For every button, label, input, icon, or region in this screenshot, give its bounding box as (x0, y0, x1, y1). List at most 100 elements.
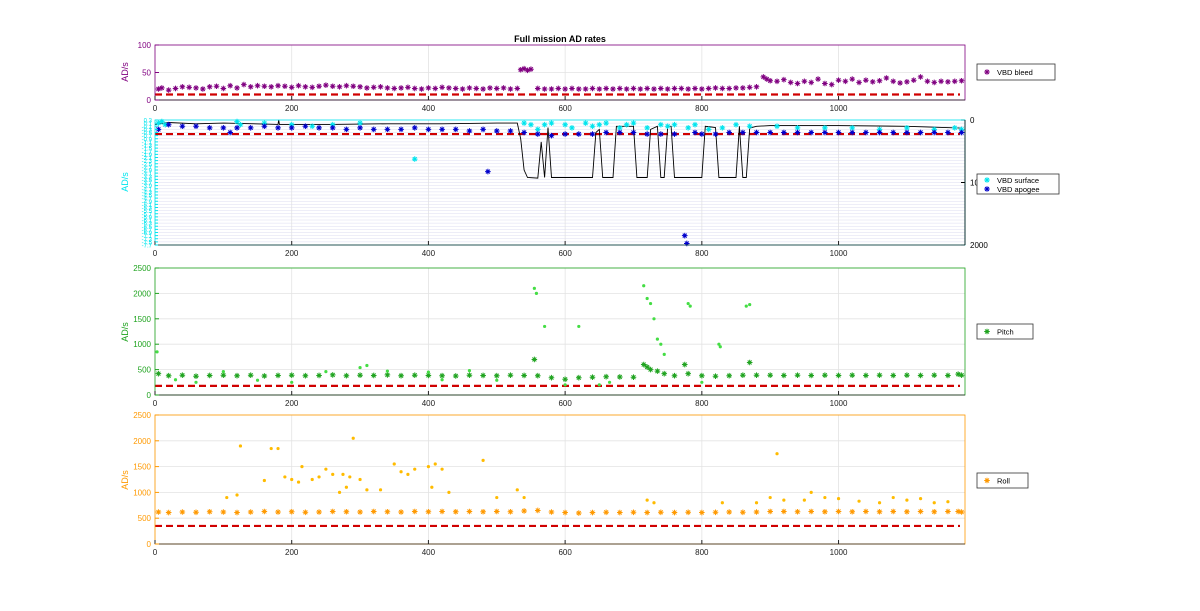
data-point (206, 84, 213, 90)
data-point (165, 372, 172, 379)
data-point (480, 126, 486, 133)
data-point (548, 120, 555, 126)
data-point (718, 345, 722, 349)
data-point (480, 508, 486, 515)
data-point (528, 121, 534, 128)
data-point (767, 129, 773, 136)
data-point (932, 501, 936, 505)
y-tick-label: 0 (147, 540, 152, 549)
data-point (809, 490, 813, 494)
data-point (699, 372, 705, 379)
data-point (904, 79, 910, 85)
data-point (958, 126, 965, 133)
data-point (753, 372, 760, 378)
data-point (155, 86, 162, 92)
x-tick-label: 0 (153, 104, 158, 113)
data-point (685, 86, 691, 92)
data-point (589, 131, 596, 137)
data-point (823, 495, 827, 500)
data-point (835, 129, 842, 136)
data-point (712, 85, 719, 91)
data-point (630, 129, 637, 136)
x-tick-label: 800 (695, 249, 709, 258)
data-point (692, 129, 698, 136)
data-point (234, 125, 240, 131)
data-point (522, 495, 526, 500)
data-point (392, 462, 396, 466)
data-point (155, 126, 162, 133)
data-point (753, 129, 760, 136)
data-point (370, 126, 377, 133)
data-point (370, 508, 377, 515)
data-point (186, 84, 192, 91)
data-point (227, 82, 233, 89)
data-point (775, 452, 779, 456)
y-tick-label: -0.1 (142, 125, 153, 131)
data-point (411, 156, 418, 162)
data-point (268, 84, 275, 90)
plot-area (155, 268, 965, 395)
data-point (603, 509, 609, 516)
y-tick-label: -1.1 (142, 140, 153, 146)
data-point (288, 125, 295, 131)
right-tick-label: 2000 (970, 241, 988, 250)
data-point (247, 84, 254, 90)
data-point (740, 372, 746, 378)
data-point (562, 131, 568, 137)
y-tick-label: -4.5 (142, 194, 153, 200)
data-point (220, 85, 227, 92)
data-point (645, 498, 649, 502)
data-point (425, 372, 432, 379)
data-point (630, 120, 637, 126)
data-point (261, 83, 268, 90)
data-point (652, 501, 656, 505)
data-point (531, 356, 538, 363)
data-point (931, 372, 938, 378)
data-point (951, 78, 958, 85)
y-tick-label: -2.3 (142, 159, 153, 165)
data-point (569, 125, 575, 131)
data-point (607, 380, 612, 384)
data-point (828, 81, 835, 88)
data-point (275, 509, 281, 515)
data-point (746, 123, 753, 130)
data-point (295, 82, 302, 89)
y-tick-label: -3.3 (142, 175, 153, 181)
data-point (433, 462, 437, 466)
data-point (276, 446, 280, 451)
data-point (495, 495, 499, 500)
data-point (283, 475, 287, 479)
data-point (310, 477, 314, 482)
data-point (466, 372, 473, 378)
data-point (748, 302, 752, 307)
data-point (162, 121, 169, 128)
data-point (951, 125, 958, 131)
data-point (316, 509, 322, 515)
data-point (275, 82, 281, 89)
y-tick-label: -2.5 (142, 162, 153, 168)
data-point (473, 85, 480, 92)
data-point (378, 488, 383, 492)
data-point (515, 488, 519, 492)
data-point (617, 374, 623, 380)
data-point (532, 286, 536, 290)
data-point (946, 500, 950, 504)
data-point (835, 508, 842, 515)
data-point (753, 84, 760, 90)
data-point (487, 85, 493, 91)
data-point (302, 372, 309, 379)
data-point (647, 366, 654, 373)
data-point (712, 131, 719, 137)
data-point (842, 78, 849, 85)
data-point (288, 508, 295, 515)
y-tick-label: -6.1 (142, 219, 153, 225)
data-point (351, 436, 355, 440)
data-point (193, 85, 199, 91)
data-point (398, 126, 404, 133)
x-tick-label: 800 (695, 548, 709, 557)
y-tick-label: -4.1 (142, 187, 153, 193)
data-point (405, 84, 411, 91)
data-point (671, 509, 678, 516)
data-point (835, 77, 842, 83)
